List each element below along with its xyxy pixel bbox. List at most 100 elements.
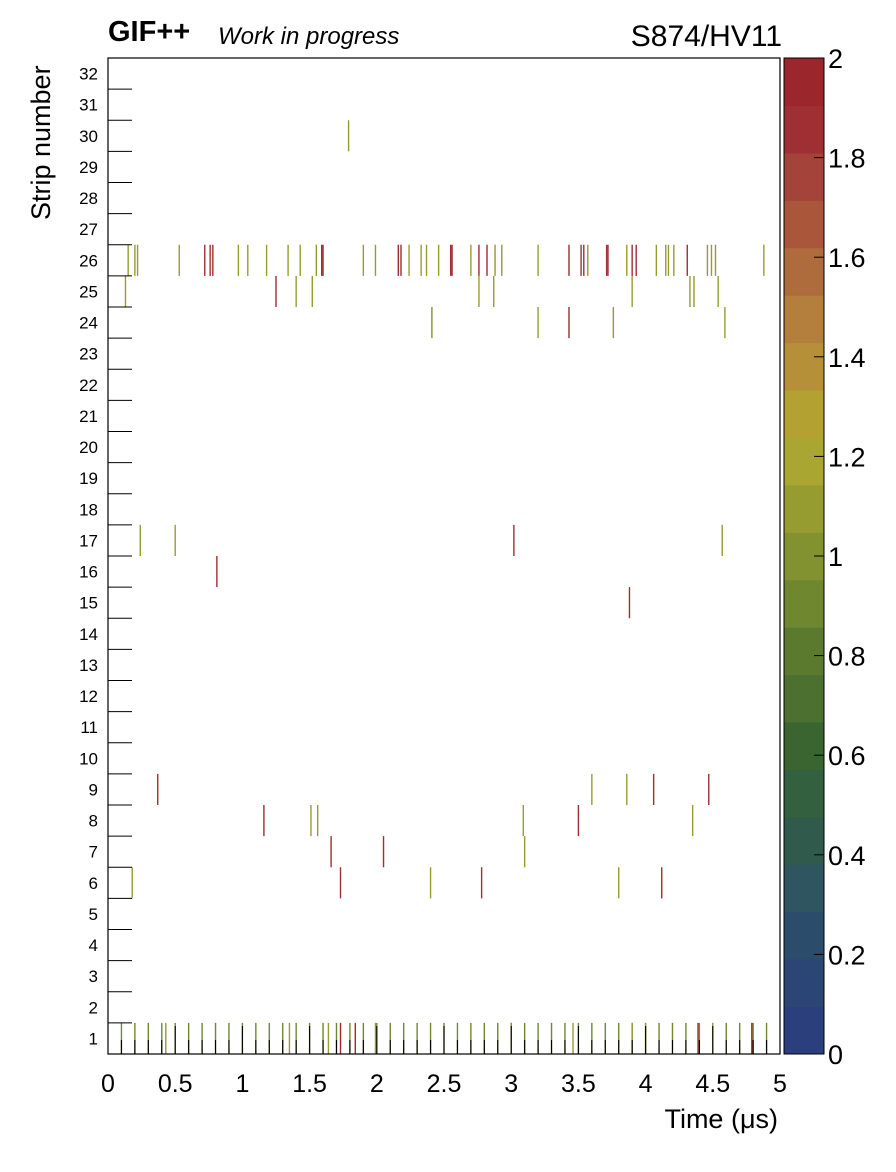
heatmap-cell [136, 244, 139, 276]
y-tick-label: 31 [79, 96, 98, 115]
heatmap-cell [631, 244, 633, 276]
heatmap-cell [416, 1022, 418, 1055]
colorbar-segment [784, 342, 824, 391]
heatmap-cell [147, 1022, 150, 1055]
y-tick-label: 17 [79, 531, 98, 550]
heatmap-cell [693, 275, 695, 308]
heatmap-cell [583, 244, 585, 276]
experiment-label: GIF++ [108, 16, 191, 48]
colorbar-segment [784, 627, 824, 676]
y-tick-label: 5 [89, 905, 98, 924]
heatmap-cell [710, 244, 713, 276]
heatmap-cell [689, 275, 691, 308]
heatmap-cell [658, 1022, 660, 1055]
heatmap-cell [354, 1022, 356, 1055]
heatmap-cell [282, 1022, 284, 1055]
heatmap-cell [187, 1022, 190, 1055]
heatmap-cell [389, 1022, 391, 1055]
heatmap-cell [265, 244, 268, 276]
heatmap-cell [382, 836, 385, 868]
heatmap-cell [124, 275, 127, 308]
y-axis-label: Strip number [26, 65, 56, 220]
heatmap-cell [577, 805, 580, 837]
y-tick-label: 29 [79, 158, 98, 177]
heatmap-cell [204, 244, 206, 276]
colorbar: 0 0.2 0.4 0.6 0.8 1 1.2 1.4 1.6 1.8 2 [783, 44, 866, 1070]
heatmap-cell [134, 1022, 136, 1055]
heatmap-cell [568, 307, 570, 339]
heatmap-cell [708, 773, 710, 806]
heatmap-cell [513, 524, 515, 557]
heatmap-cell [501, 244, 503, 276]
y-tick-label: 10 [79, 749, 98, 768]
heatmap-cell [349, 1022, 351, 1055]
heatmap-cell [339, 1022, 342, 1055]
heatmap-cell [725, 1022, 727, 1055]
heatmap-cell [537, 307, 539, 339]
heatmap-cell [420, 244, 422, 276]
colorbar-tick-label: 0.6 [828, 741, 866, 771]
heatmap-cell [311, 275, 313, 308]
status-label: Work in progress [218, 23, 400, 50]
y-tick-label: 32 [79, 65, 98, 84]
y-tick-label: 13 [79, 656, 98, 675]
colorbar-segment [784, 959, 824, 1008]
heatmap-cell [134, 244, 136, 276]
y-tick-label: 23 [79, 345, 98, 364]
colorbar-segment [784, 769, 824, 818]
heatmap-cell [667, 244, 670, 276]
y-tick-label: 15 [79, 594, 98, 613]
y-tick-label: 14 [79, 625, 98, 644]
heatmap-cell [165, 1022, 167, 1055]
heatmap-cell [607, 244, 609, 276]
x-tick-label: 3.5 [561, 1070, 596, 1098]
colorbar-segment [784, 295, 824, 344]
heatmap-cell [429, 867, 432, 899]
heatmap-cell [721, 524, 723, 557]
heatmap-cell [691, 805, 694, 837]
heatmap-cell [451, 244, 453, 276]
heatmap-cell [437, 244, 440, 276]
heatmap-cell [661, 867, 663, 899]
heatmap-cell [425, 244, 428, 276]
heatmap-cell [478, 244, 480, 276]
colorbar-tick-label: 1.6 [828, 243, 866, 273]
heatmap-cell [255, 1022, 257, 1055]
heatmap-cell [335, 1022, 338, 1055]
colorbar-segment [784, 200, 824, 249]
y-tick-label: 30 [79, 127, 98, 146]
heatmap-cell [635, 244, 637, 276]
heatmap-cell [738, 1022, 741, 1055]
heatmap-cell [139, 524, 141, 557]
heatmap-cell [174, 524, 176, 557]
x-axis: 0 0.5 1 1.5 2 2.5 3 3.5 4 4.5 5 [101, 1026, 787, 1098]
heatmap-cell [288, 1022, 291, 1055]
colorbar-tick-label: 1.4 [828, 343, 866, 373]
colorbar-tick-label: 0 [828, 1040, 843, 1070]
heatmap-cell [209, 244, 211, 276]
heatmap-cell [568, 244, 570, 276]
heatmap-cell [706, 244, 709, 276]
heatmap-cell [537, 1022, 539, 1055]
y-tick-label: 26 [79, 251, 98, 270]
colorbar-segment [784, 722, 824, 770]
colorbar-tick-label: 0.8 [828, 642, 866, 672]
x-tick-label: 1.5 [292, 1070, 327, 1098]
heatmap-cell [431, 307, 433, 339]
heatmap-cell [686, 244, 688, 276]
heatmap-cell [612, 307, 615, 339]
colorbar-segment [784, 437, 824, 486]
y-tick-label: 22 [79, 376, 98, 395]
heatmap-cell [214, 1022, 217, 1055]
y-tick-label: 9 [89, 780, 98, 799]
heatmap-cell [751, 1022, 753, 1055]
heatmap-cell [587, 244, 589, 276]
heatmap-cell [483, 1022, 486, 1055]
heatmap-cell [580, 244, 582, 276]
heatmap-cell [523, 836, 526, 868]
heatmap-cell [550, 1022, 553, 1055]
colorbar-segment [784, 152, 824, 201]
heatmap-cell [362, 244, 365, 276]
colorbar-segment [784, 1006, 824, 1055]
x-tick-label: 1 [235, 1070, 249, 1098]
